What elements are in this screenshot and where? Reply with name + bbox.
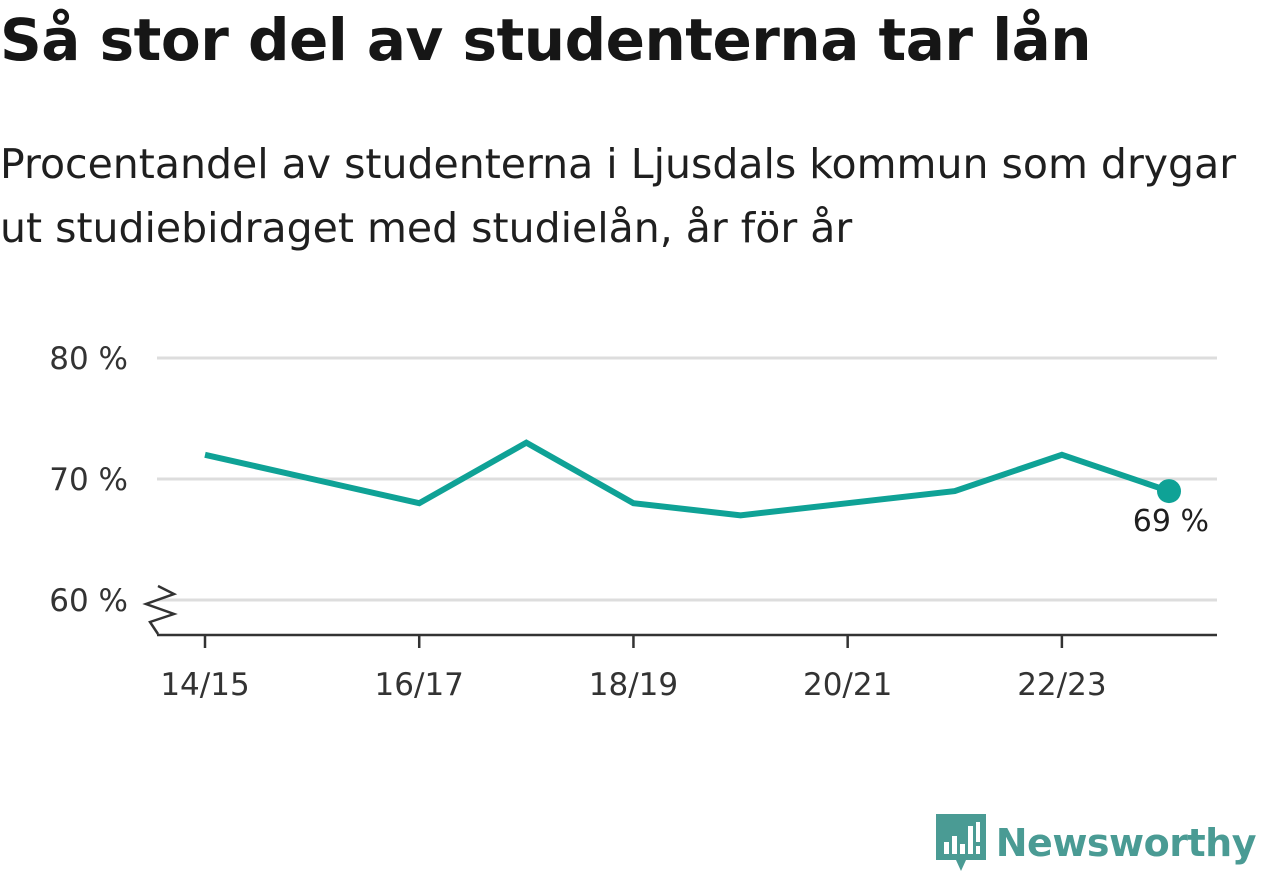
x-tick-label-14-15: 14/15 <box>160 667 249 703</box>
newsworthy-logo-icon <box>935 814 986 871</box>
y-tick-label-60: 60 % <box>49 583 128 619</box>
tick-labels: 60 % 70 % 80 % 14/15 16/17 18/19 20/21 22/23 69 … <box>49 341 1209 703</box>
x-tick-label-20-21: 20/21 <box>803 667 892 703</box>
y-axis-break-marker <box>142 584 178 635</box>
x-tick-label-16-17: 16/17 <box>375 667 464 703</box>
series-layer <box>204 439 1181 519</box>
gridlines <box>157 356 1217 602</box>
chart-title: Så stor del av studenterna tar lån <box>0 6 1092 74</box>
x-tick-label-18-19: 18/19 <box>589 667 678 703</box>
y-tick-label-70: 70 % <box>49 462 128 498</box>
x-axis <box>142 584 1217 648</box>
newsworthy-logo-text: Newsworthy <box>995 821 1257 865</box>
y-tick-label-80: 80 % <box>49 341 128 377</box>
newsworthy-logo: Newsworthy <box>935 813 1257 873</box>
end-value-label: 69 % <box>1133 504 1209 539</box>
chart-subtitle: Procentandel av studenterna i Ljusdals k… <box>0 140 1237 252</box>
end-point-marker <box>1157 479 1181 504</box>
series-line <box>204 439 1170 519</box>
x-tick-label-22-23: 22/23 <box>1017 667 1106 703</box>
